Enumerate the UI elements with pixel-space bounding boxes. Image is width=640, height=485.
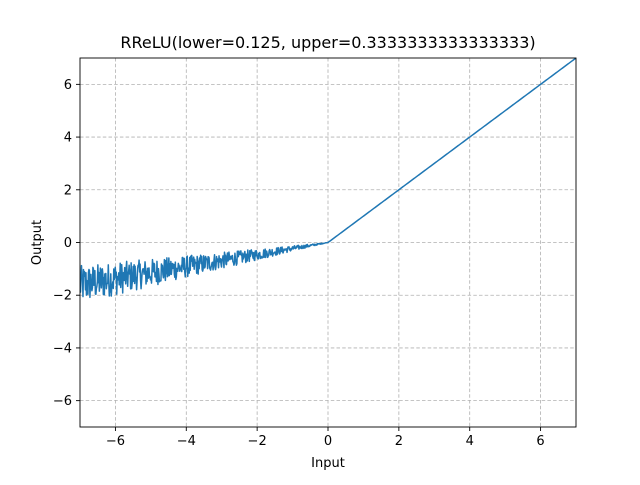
y-axis-label: Output xyxy=(30,220,45,265)
x-tick-label: 4 xyxy=(466,434,474,449)
x-tick-label: 2 xyxy=(395,434,403,449)
y-tick-label: 2 xyxy=(64,183,72,198)
y-tick-label: 6 xyxy=(64,78,72,93)
y-tick-label: −2 xyxy=(53,289,72,304)
series-line xyxy=(80,58,576,299)
x-axis: −6 −4 −2 0 2 4 6 xyxy=(106,427,545,449)
y-tick-label: 4 xyxy=(64,131,72,146)
x-tick-label: 6 xyxy=(536,434,544,449)
chart-title: RReLU(lower=0.125, upper=0.3333333333333… xyxy=(120,33,535,52)
x-tick-label: −4 xyxy=(177,434,196,449)
x-tick-label: 0 xyxy=(324,434,332,449)
y-tick-label: 0 xyxy=(64,236,72,251)
y-axis: −6 −4 −2 0 2 4 6 xyxy=(53,78,80,409)
y-tick-label: −6 xyxy=(53,394,72,409)
x-axis-label: Input xyxy=(311,456,345,471)
y-tick-label: −4 xyxy=(53,341,72,356)
x-tick-label: −6 xyxy=(106,434,125,449)
series-layer xyxy=(80,58,576,299)
x-tick-label: −2 xyxy=(248,434,267,449)
